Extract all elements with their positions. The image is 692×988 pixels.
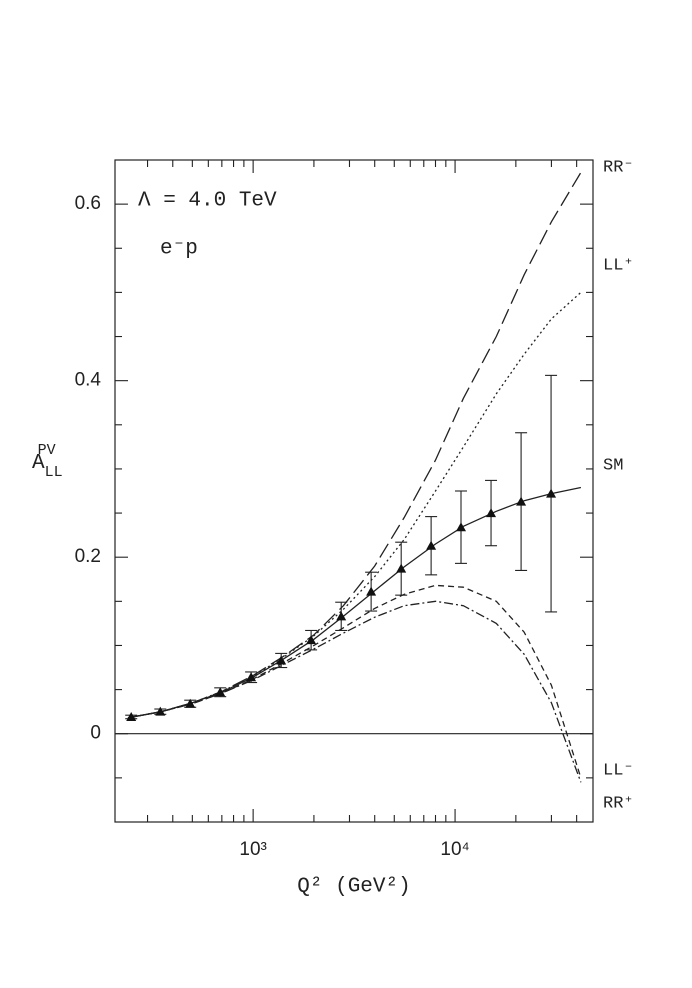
y-tick-label: 0.2 (75, 546, 101, 567)
annotation: e⁻p (160, 238, 198, 261)
data-point (426, 540, 437, 550)
data-point (366, 586, 377, 596)
x-tick-label: 10⁴ (440, 839, 469, 860)
y-label-sup: PV (38, 442, 56, 459)
curve-label: LL⁺ (603, 256, 634, 275)
y-tick-label: 0.4 (75, 370, 102, 391)
data-point (516, 496, 527, 506)
y-label-sub: LL (45, 464, 63, 481)
data-point (126, 711, 137, 721)
data-point (215, 687, 226, 697)
annotation: Λ = 4.0 TeV (138, 190, 277, 213)
curve-label: LL⁻ (603, 761, 634, 780)
x-tick-label: 10³ (239, 839, 266, 860)
data-point (486, 508, 497, 518)
data-point (546, 488, 557, 498)
data-point (306, 635, 317, 645)
curve (127, 584, 582, 779)
y-label-base: A (32, 452, 45, 475)
data-point (276, 655, 287, 665)
curve (127, 600, 582, 783)
data-point (155, 706, 166, 716)
x-axis-label: Q² (GeV²) (297, 876, 410, 899)
data-point (396, 563, 407, 573)
curve-label: SM (603, 456, 623, 475)
data-point (246, 672, 257, 682)
data-point (336, 611, 347, 621)
data-point (456, 522, 467, 532)
plot-frame (114, 159, 594, 823)
y-tick-label: 0 (90, 723, 101, 744)
curve (127, 486, 582, 719)
y-tick-label: 0.6 (75, 193, 101, 214)
curve-label: RR⁺ (603, 794, 634, 813)
y-axis-label: ALL PV (32, 442, 63, 481)
curve-label: RR⁻ (603, 158, 634, 177)
data-point (185, 698, 196, 708)
